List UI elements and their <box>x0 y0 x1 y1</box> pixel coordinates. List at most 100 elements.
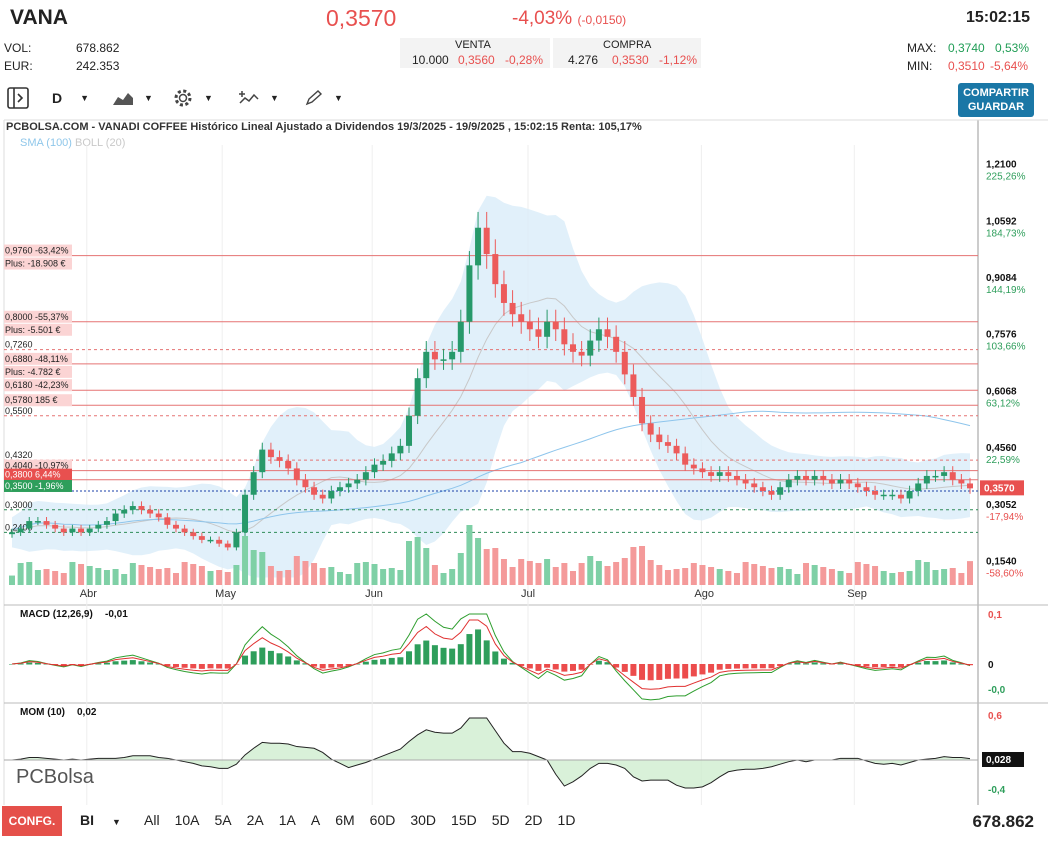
range-button-1d[interactable]: 1D <box>557 812 576 828</box>
candle-body <box>682 453 689 465</box>
period-select[interactable]: D ▼ <box>52 86 89 110</box>
range-button-6m[interactable]: 6M <box>335 812 355 828</box>
level-label: 0,4320 <box>5 450 33 460</box>
y-tick-label: 0,7576 <box>986 330 1017 341</box>
macd-histogram-bar <box>302 663 309 665</box>
range-button-5d[interactable]: 5D <box>491 812 510 828</box>
bollinger-mid-line <box>11 297 971 533</box>
price-chart[interactable]: Abr May Jun Jul Ago Sep 0,9760 -63,42% Plus: -1… <box>0 0 1048 805</box>
candle-body <box>768 490 775 495</box>
range-button-5a[interactable]: 5A <box>214 812 232 828</box>
sidebar-toggle-button[interactable] <box>6 86 30 110</box>
boll-legend: BOLL (20) <box>75 137 126 149</box>
range-button-1a[interactable]: 1A <box>278 812 296 828</box>
candle-body <box>578 351 585 356</box>
volume-bar <box>500 559 507 585</box>
range-button-10a[interactable]: 10A <box>174 812 200 828</box>
range-button-30d[interactable]: 30D <box>410 812 437 828</box>
chart-type-button[interactable]: ▼ <box>112 86 153 110</box>
macd-histogram-bar <box>872 664 879 668</box>
range-button-60d[interactable]: 60D <box>369 812 396 828</box>
volume-bar <box>535 563 542 585</box>
venta-price: 0,3560 <box>458 53 495 67</box>
drawing-tools-button[interactable]: ▼ <box>304 86 343 110</box>
volume-bar <box>285 570 292 585</box>
venta-box <box>400 38 550 68</box>
share-save-button[interactable]: COMPARTIR GUARDAR <box>958 83 1034 117</box>
x-tick-label: Sep <box>847 588 867 600</box>
indicators-button[interactable]: ▼ <box>238 86 279 110</box>
chevron-down-icon: ▼ <box>270 93 279 103</box>
macd-histogram-bar <box>794 662 801 665</box>
macd-histogram-bar <box>285 656 292 665</box>
chart-title: PCBOLSA.COM - VANADI COFFEE Histórico Li… <box>6 121 642 133</box>
sma-legend: SMA (100) <box>20 137 72 149</box>
candle-body <box>759 487 766 491</box>
macd-histogram-bar <box>414 644 421 665</box>
settings-button[interactable]: ▼ <box>172 86 213 110</box>
range-button-all[interactable]: All <box>144 812 160 828</box>
candle-body <box>242 494 249 533</box>
candle-body <box>803 475 810 480</box>
config-button[interactable]: CONFG. <box>2 806 62 836</box>
macd-histogram-bar <box>526 664 533 669</box>
volume-bar <box>837 571 844 585</box>
volume-bar <box>371 564 378 585</box>
y-tick-label: 0,9084 <box>986 273 1017 284</box>
volume-bar <box>431 565 438 585</box>
macd-histogram-bar <box>216 664 223 669</box>
macd-histogram-bar <box>475 629 482 665</box>
volume-bar <box>509 567 516 585</box>
level-label: 0,7260 <box>5 340 33 350</box>
macd-histogram-bar <box>725 664 732 669</box>
macd-histogram-bar <box>595 660 602 665</box>
volume-bar <box>319 568 326 585</box>
macd-histogram-bar <box>224 664 231 669</box>
macd-histogram-bar <box>941 660 948 665</box>
level-plus-label: Plus: -18.908 € <box>5 259 66 269</box>
mom-tick: -0,4 <box>988 785 1006 796</box>
candle-body <box>17 528 24 533</box>
macd-histogram-bar <box>923 661 930 665</box>
pcbolsa-logo: PCBolsa <box>16 766 95 788</box>
volume-bar <box>526 561 533 585</box>
range-button-a[interactable]: A <box>310 812 321 828</box>
level-label-bg <box>4 394 72 407</box>
volume-bar <box>121 574 128 585</box>
candle-body <box>906 490 913 499</box>
macd-histogram-bar <box>431 645 438 665</box>
candle-body <box>302 479 309 488</box>
compra-price: 0,3530 <box>612 53 649 67</box>
volume-bar <box>207 571 214 585</box>
volume-bar <box>803 563 810 585</box>
volume-bar <box>518 559 525 585</box>
candle-body <box>725 472 732 476</box>
y-tick-pct: 184,73% <box>986 228 1026 239</box>
macd-histogram-bar <box>733 664 740 669</box>
candle-body <box>552 321 559 330</box>
area-chart-icon <box>113 93 133 105</box>
candle-body <box>311 487 318 495</box>
x-tick-label: Jul <box>521 588 535 600</box>
macd-histogram-bar <box>371 659 378 665</box>
macd-tick: -0,0 <box>988 685 1006 696</box>
macd-histogram-bar <box>604 662 611 665</box>
volume-bar <box>147 567 154 585</box>
indicator-legend: SMA (100) BOLL (20) <box>20 137 125 149</box>
range-button-2a[interactable]: 2A <box>246 812 264 828</box>
candle-body <box>250 472 257 495</box>
macd-histogram-bar <box>293 660 300 665</box>
candle-body <box>595 329 602 341</box>
candle-body <box>43 521 50 525</box>
mode-select[interactable]: BI ▼ <box>80 812 121 828</box>
candle-body <box>121 509 128 514</box>
candle-body <box>380 460 387 465</box>
range-button-2d[interactable]: 2D <box>524 812 543 828</box>
range-button-15d[interactable]: 15D <box>451 812 477 828</box>
candle-body <box>777 487 784 495</box>
period-value: D <box>52 90 63 106</box>
candle-body <box>190 532 197 537</box>
last-price-label: 0,3570 <box>984 483 1015 494</box>
candle-body <box>708 472 715 476</box>
panel-toggle-icon <box>7 87 29 109</box>
